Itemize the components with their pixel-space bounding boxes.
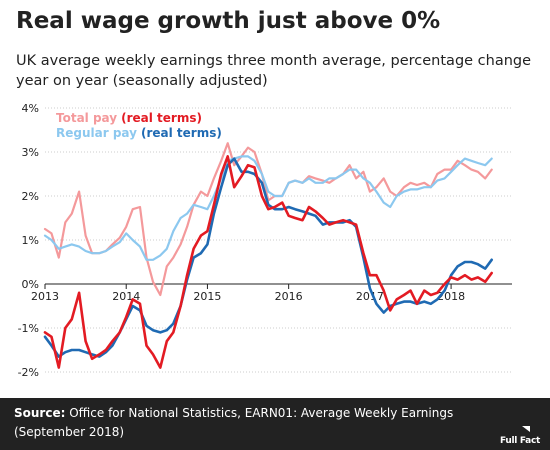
- x-tick-label: 2017: [356, 290, 384, 303]
- legend-series-name: Regular pay: [56, 126, 137, 140]
- series-line-total-nominal: [43, 142, 493, 297]
- source-label: Source:: [14, 406, 66, 420]
- y-tick-label: -1%: [18, 322, 39, 335]
- chart-title: Real wage growth just above 0%: [16, 8, 441, 34]
- logo-text: Full Fact: [499, 436, 540, 446]
- series-line-regular-nominal: [43, 155, 493, 261]
- x-tick-label: 2015: [193, 290, 221, 303]
- legend-series-name: Total pay: [56, 111, 117, 125]
- y-tick-label: 4%: [22, 102, 39, 115]
- legend-entry: Regular pay (real terms): [56, 126, 222, 140]
- source-note: Source: Office for National Statistics, …: [14, 404, 484, 442]
- x-tick-label: 2016: [275, 290, 303, 303]
- x-tick-label: 2013: [31, 290, 59, 303]
- series-line-total-real: [43, 155, 493, 369]
- y-tick-label: 2%: [22, 190, 39, 203]
- full-fact-logo-icon: [522, 426, 530, 432]
- y-tick-label: 1%: [22, 234, 39, 247]
- y-tick-label: -2%: [18, 366, 39, 379]
- legend-entry: Total pay (real terms): [56, 111, 202, 125]
- legend-series-qualifier: (real terms): [141, 126, 222, 140]
- y-tick-label: 3%: [22, 146, 39, 159]
- source-text: Office for National Statistics, EARN01: …: [14, 406, 454, 439]
- chart-subtitle: UK average weekly earnings three month a…: [16, 53, 532, 89]
- legend-series-qualifier: (real terms): [121, 111, 202, 125]
- y-tick-label: 0%: [22, 278, 39, 291]
- source-footer: Source: Office for National Statistics, …: [0, 398, 550, 450]
- line-chart: 4%3%2%1%0%-1%-2%2013 2014 2015 2016 2017 2018…: [18, 102, 512, 379]
